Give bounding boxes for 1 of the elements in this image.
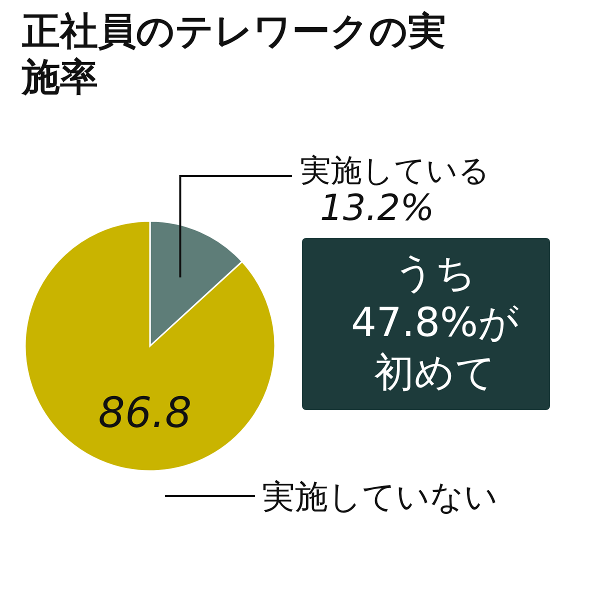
title: 正社員のテレワークの実施率 [22, 8, 447, 100]
